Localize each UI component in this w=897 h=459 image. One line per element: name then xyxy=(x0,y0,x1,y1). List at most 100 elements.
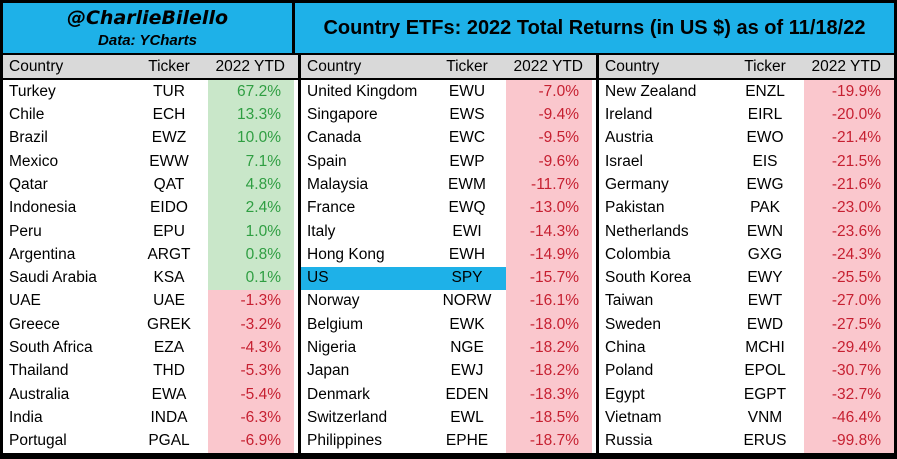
table-row: Belgium EWK -18.0% xyxy=(301,313,596,337)
ticker-cell: EWD xyxy=(746,315,784,333)
ytd-cell: 7.1% xyxy=(208,149,298,174)
country-cell: Canada xyxy=(307,129,362,147)
ytd-cell: -21.5% xyxy=(804,149,894,174)
ytd-cell: -16.1% xyxy=(506,289,596,314)
ytd-cell: -5.4% xyxy=(208,383,298,407)
ticker-cell: EWK xyxy=(449,315,485,333)
table-row: US SPY -15.7% xyxy=(301,266,596,290)
ytd-cell: -99.8% xyxy=(804,429,894,453)
country-cell: Italy xyxy=(307,222,336,240)
table-group: Country Ticker 2022 YTD New Zealand ENZL -… xyxy=(599,55,894,453)
ticker-cell: INDA xyxy=(150,409,188,427)
column-header-ticker: Ticker xyxy=(446,57,488,75)
column-header-ytd: 2022 YTD xyxy=(215,57,285,75)
ytd-cell: -18.3% xyxy=(506,383,596,407)
ytd-cell: -46.4% xyxy=(804,406,894,430)
table-row: Netherlands EWN -23.6% xyxy=(599,219,894,244)
ytd-cell: -23.0% xyxy=(804,196,894,220)
author-handle: @CharlieBilello xyxy=(66,6,229,29)
country-cell: Israel xyxy=(605,152,643,170)
column-header-row: Country Ticker 2022 YTD xyxy=(301,55,596,80)
ticker-cell: ARGT xyxy=(147,245,191,263)
ytd-cell: 2.4% xyxy=(208,196,298,220)
country-cell: Thailand xyxy=(9,362,69,380)
country-cell: Austria xyxy=(605,129,654,147)
table-row: France EWQ -13.0% xyxy=(301,196,596,220)
ytd-cell: 13.3% xyxy=(208,103,298,127)
ticker-cell: EWC xyxy=(448,129,486,147)
country-cell: Hong Kong xyxy=(307,245,385,263)
country-cell: Brazil xyxy=(9,129,48,147)
table-row: Malaysia EWM -11.7% xyxy=(301,173,596,197)
country-cell: Philippines xyxy=(307,432,382,450)
table-row: Nigeria NGE -18.2% xyxy=(301,336,596,360)
table-row: United Kingdom EWU -7.0% xyxy=(301,80,596,104)
country-cell: Russia xyxy=(605,432,653,450)
country-cell: Chile xyxy=(9,105,45,123)
table-row: Portugal PGAL -6.9% xyxy=(3,429,298,453)
column-header-row: Country Ticker 2022 YTD xyxy=(599,55,894,80)
table-row: Qatar QAT 4.8% xyxy=(3,173,298,197)
ticker-cell: EWZ xyxy=(151,129,187,147)
country-cell: Turkey xyxy=(9,82,56,100)
ticker-cell: EWW xyxy=(149,152,189,170)
table-row: Indonesia EIDO 2.4% xyxy=(3,196,298,220)
ticker-cell: ECH xyxy=(152,105,186,123)
country-cell: Argentina xyxy=(9,245,76,263)
ytd-cell: -27.5% xyxy=(804,313,894,337)
country-cell: Ireland xyxy=(605,105,653,123)
ytd-cell: -3.2% xyxy=(208,313,298,337)
country-cell: Taiwan xyxy=(605,292,654,310)
group-body: Turkey TUR 67.2% Chile ECH 13.3% Brazil EWZ 10.0… xyxy=(3,80,298,453)
ytd-cell: -29.4% xyxy=(804,336,894,360)
ytd-cell: -20.0% xyxy=(804,103,894,127)
ticker-cell: NGE xyxy=(450,339,484,357)
ticker-cell: THD xyxy=(153,362,185,380)
column-header-country: Country xyxy=(9,57,64,75)
ticker-cell: GXG xyxy=(747,245,783,263)
country-cell: Saudi Arabia xyxy=(9,269,97,287)
table-row: China MCHI -29.4% xyxy=(599,336,894,360)
ytd-cell: -21.4% xyxy=(804,126,894,150)
ticker-cell: EWU xyxy=(448,82,486,100)
ticker-cell: PGAL xyxy=(148,432,190,450)
ytd-cell: -18.2% xyxy=(506,336,596,360)
table-row: South Korea EWY -25.5% xyxy=(599,266,894,290)
table-row: Egypt EGPT -32.7% xyxy=(599,383,894,407)
ytd-cell: -14.3% xyxy=(506,219,596,244)
table-row: Norway NORW -16.1% xyxy=(301,289,596,314)
ticker-cell: EIRL xyxy=(747,105,783,123)
country-cell: Netherlands xyxy=(605,222,689,240)
ticker-cell: KSA xyxy=(153,269,185,287)
ticker-cell: EWI xyxy=(452,222,482,240)
ticker-cell: MCHI xyxy=(745,339,785,357)
ticker-cell: EWA xyxy=(151,385,187,403)
country-cell: Germany xyxy=(605,175,669,193)
ytd-cell: -21.6% xyxy=(804,173,894,197)
table-row: Germany EWG -21.6% xyxy=(599,173,894,197)
country-cell: Egypt xyxy=(605,385,645,403)
table-row: Switzerland EWL -18.5% xyxy=(301,406,596,430)
country-cell: Qatar xyxy=(9,175,48,193)
ticker-cell: EIS xyxy=(752,152,778,170)
group-body: New Zealand ENZL -19.9% Ireland EIRL -20.0% Au… xyxy=(599,80,894,453)
table-row: Israel EIS -21.5% xyxy=(599,149,894,174)
ytd-cell: -1.3% xyxy=(208,289,298,314)
ticker-cell: EWL xyxy=(450,409,484,427)
country-cell: China xyxy=(605,339,646,357)
ytd-cell: -4.3% xyxy=(208,336,298,360)
country-cell: Portugal xyxy=(9,432,67,450)
column-header-country: Country xyxy=(307,57,362,75)
ytd-cell: 0.8% xyxy=(208,243,298,267)
ytd-cell: -11.7% xyxy=(506,173,596,197)
table-row: Vietnam VNM -46.4% xyxy=(599,406,894,430)
table-row: Hong Kong EWH -14.9% xyxy=(301,243,596,267)
ytd-cell: -7.0% xyxy=(506,80,596,104)
country-cell: Norway xyxy=(307,292,360,310)
country-cell: Nigeria xyxy=(307,339,357,357)
ticker-cell: EWO xyxy=(746,129,784,147)
column-header-ticker: Ticker xyxy=(148,57,190,75)
ytd-cell: -13.0% xyxy=(506,196,596,220)
ticker-cell: EWP xyxy=(449,152,485,170)
ticker-cell: VNM xyxy=(747,409,783,427)
